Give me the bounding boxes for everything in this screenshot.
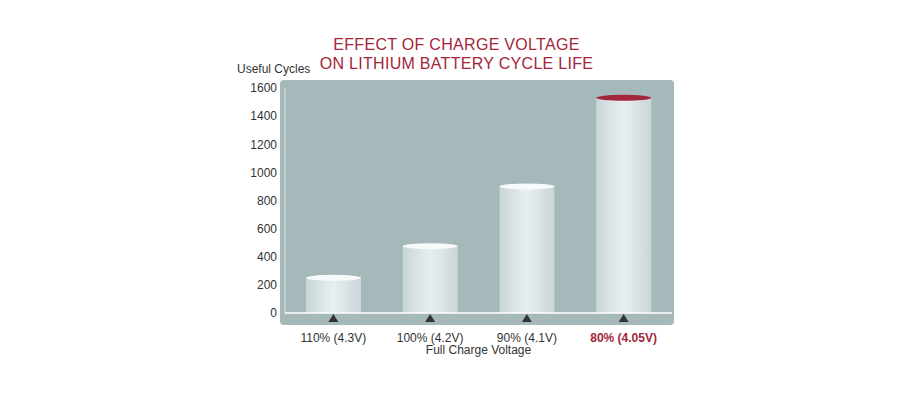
svg-text:80% (4.05V): 80% (4.05V) (590, 331, 657, 345)
html-text:Useful Cycles: Useful Cycles (237, 62, 311, 76)
html-text:EFFECT OF CHARGE VOLTAGE ON LI: EFFECT OF CHARGE VOLTAGE ON LITHIUM BATT… (319, 36, 594, 72)
svg-text:110% (4.3V): 110% (4.3V) (300, 331, 366, 345)
svg-text:1400: 1400 (250, 109, 277, 123)
svg-text:800: 800 (257, 194, 277, 208)
svg-text:90% (4.1V): 90% (4.1V) (496, 331, 557, 345)
svg-text:Full Charge Voltage: Full Charge Voltage (426, 343, 532, 357)
svg-text:1600: 1600 (250, 81, 277, 95)
svg-text:1000: 1000 (250, 166, 277, 180)
svg-text:100% (4.2V): 100% (4.2V) (396, 331, 464, 345)
svg-text:200: 200 (257, 278, 277, 292)
svg-text:0: 0 (270, 306, 277, 320)
svg-text:400: 400 (257, 250, 277, 264)
svg-text:1200: 1200 (250, 138, 277, 152)
svg-text:600: 600 (257, 222, 277, 236)
